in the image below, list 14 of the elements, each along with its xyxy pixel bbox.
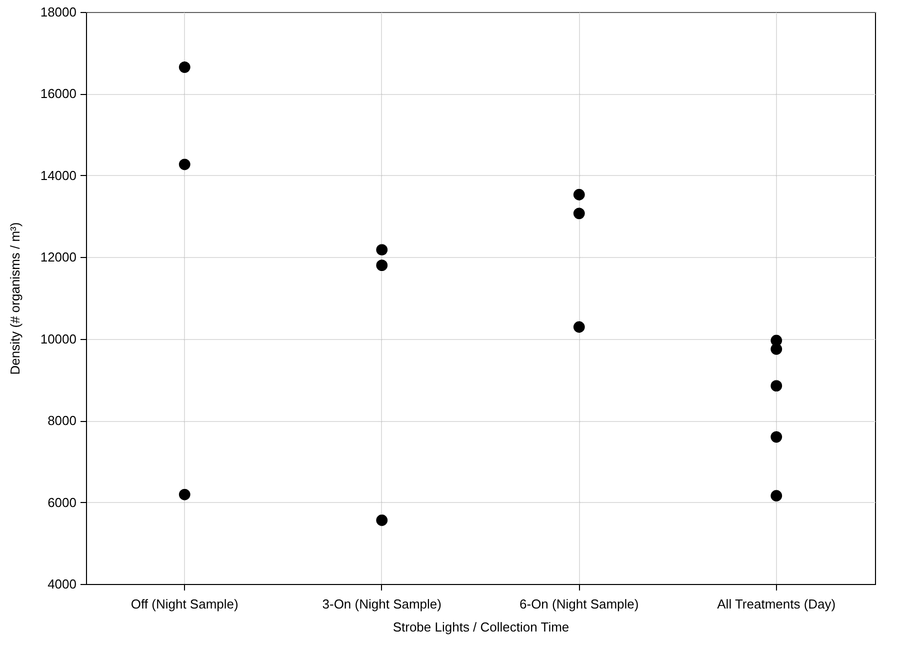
y-tick-label: 8000 [48, 413, 76, 428]
x-axis-title: Strobe Lights / Collection Time [392, 620, 570, 634]
y-tick-label: 12000 [40, 250, 76, 265]
y-tick-label: 14000 [40, 168, 76, 183]
x-tick-label: 3-On (Night Sample) [322, 596, 442, 612]
x-tick-label: Off (Night Sample) [130, 596, 238, 612]
y-tick-label: 18000 [40, 4, 76, 20]
y-axis-title: Density (# organisms / m³) [7, 222, 22, 375]
y-tick-label: 4000 [48, 576, 76, 592]
x-tick-label: 6-On (Night Sample) [520, 596, 639, 612]
y-tick-label: 10000 [40, 331, 76, 346]
y-tick-label: 6000 [48, 494, 76, 510]
y-tick-label: 16000 [40, 86, 76, 102]
x-tick-label: All Treatments (Day) [717, 596, 836, 612]
